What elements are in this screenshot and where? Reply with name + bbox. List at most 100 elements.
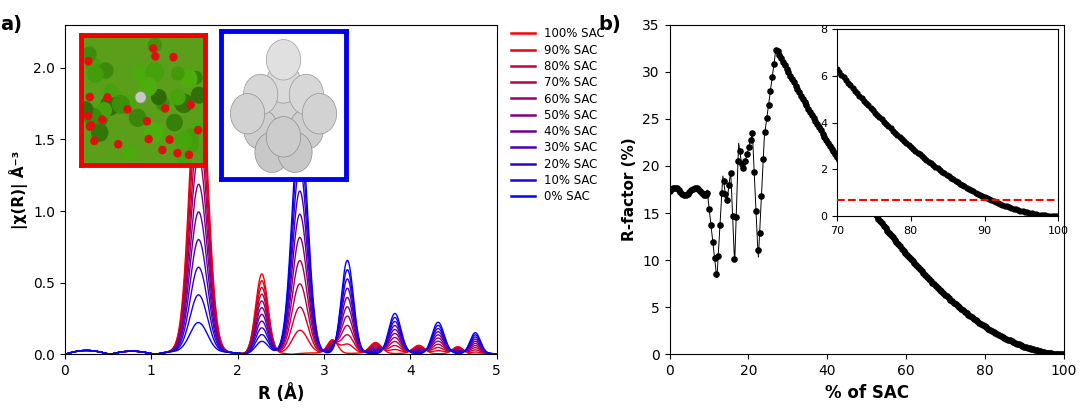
Circle shape xyxy=(150,45,157,52)
Point xyxy=(944,298,961,304)
Point xyxy=(750,246,767,253)
Point xyxy=(1025,346,1042,353)
Point xyxy=(701,206,718,212)
Point xyxy=(742,137,759,143)
Point xyxy=(1015,343,1032,350)
Circle shape xyxy=(152,53,159,60)
Point xyxy=(843,85,861,91)
Point xyxy=(890,241,907,248)
Point xyxy=(1031,212,1049,218)
Point xyxy=(978,195,996,201)
Point xyxy=(853,192,870,199)
Point xyxy=(931,286,948,293)
Circle shape xyxy=(98,63,113,78)
Point xyxy=(1052,351,1069,358)
Point xyxy=(833,71,850,78)
Point xyxy=(887,129,904,136)
Point xyxy=(782,72,799,79)
Point xyxy=(906,147,923,154)
Point xyxy=(915,270,932,276)
Circle shape xyxy=(144,118,150,125)
Circle shape xyxy=(267,94,300,134)
Point xyxy=(931,167,948,173)
Circle shape xyxy=(278,132,312,173)
Point xyxy=(885,127,902,134)
Point xyxy=(1010,341,1027,348)
Point xyxy=(1039,213,1056,219)
Point xyxy=(985,198,1002,204)
Point xyxy=(1012,342,1029,349)
Point xyxy=(783,76,800,82)
Circle shape xyxy=(105,84,117,97)
Point xyxy=(699,190,716,196)
Point xyxy=(767,47,784,53)
Point xyxy=(769,48,786,55)
Point xyxy=(924,162,942,169)
Point xyxy=(960,185,977,192)
Point xyxy=(823,145,840,152)
Point xyxy=(713,190,730,197)
Point xyxy=(1018,209,1036,215)
Point xyxy=(974,193,991,199)
Point xyxy=(907,262,924,269)
Point xyxy=(848,185,865,191)
Point xyxy=(967,189,984,196)
Point xyxy=(718,197,735,203)
Point xyxy=(756,129,773,135)
Point xyxy=(734,164,752,171)
Point xyxy=(936,291,954,298)
Point xyxy=(1050,213,1067,220)
Point xyxy=(888,239,905,245)
Point xyxy=(774,59,792,65)
Point xyxy=(1014,208,1031,215)
Circle shape xyxy=(100,96,119,115)
Circle shape xyxy=(289,74,324,115)
Point xyxy=(745,169,762,176)
Point xyxy=(1026,346,1043,353)
Point xyxy=(864,208,881,215)
Point xyxy=(690,186,707,192)
Point xyxy=(998,335,1015,342)
Point xyxy=(980,325,997,332)
Circle shape xyxy=(145,136,152,143)
Circle shape xyxy=(172,67,184,80)
Point xyxy=(1045,213,1063,220)
Point xyxy=(961,313,978,319)
Point xyxy=(842,176,860,183)
Point xyxy=(793,92,810,99)
Point xyxy=(697,192,714,199)
Point xyxy=(717,191,734,197)
Point xyxy=(880,123,897,129)
Circle shape xyxy=(146,63,163,81)
Circle shape xyxy=(184,129,198,144)
Point xyxy=(895,138,913,144)
Point xyxy=(729,157,746,164)
Circle shape xyxy=(191,87,206,103)
Point xyxy=(837,77,854,83)
Point xyxy=(913,268,930,274)
Point xyxy=(837,168,854,175)
Point xyxy=(996,335,1013,341)
Point xyxy=(855,97,873,104)
Point xyxy=(680,189,698,196)
Point xyxy=(758,115,775,122)
Point xyxy=(949,303,967,309)
Point xyxy=(922,277,940,284)
Circle shape xyxy=(86,58,100,73)
Point xyxy=(1030,348,1048,354)
Circle shape xyxy=(170,54,177,61)
Point xyxy=(941,173,958,180)
Point xyxy=(983,197,1000,204)
Point xyxy=(955,307,972,314)
Point xyxy=(798,102,815,109)
Point xyxy=(809,121,826,128)
Point xyxy=(945,176,962,183)
Point xyxy=(1044,350,1062,357)
Point xyxy=(882,125,900,132)
Point xyxy=(683,187,700,194)
Point xyxy=(805,115,822,122)
Point xyxy=(1021,210,1038,216)
Point xyxy=(753,192,770,199)
Point xyxy=(862,105,879,111)
Point xyxy=(906,260,923,267)
